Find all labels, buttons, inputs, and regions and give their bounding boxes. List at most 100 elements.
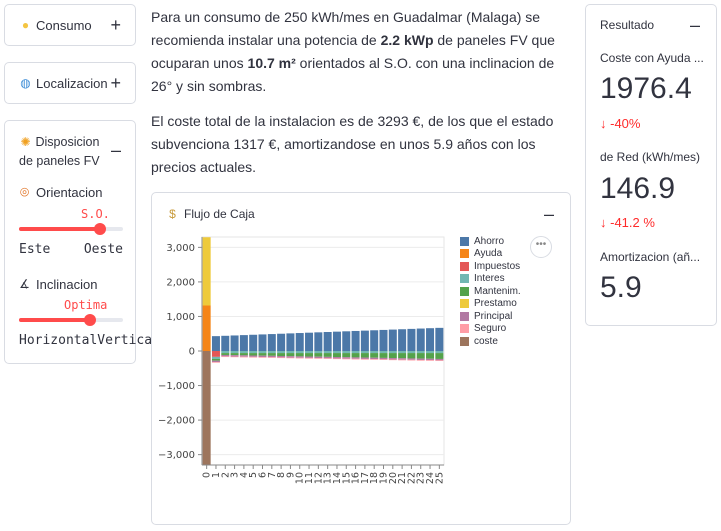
bar-segment-seguro	[416, 359, 425, 361]
inclinacion-slider[interactable]	[19, 314, 123, 326]
bar-segment-ahorro	[379, 329, 388, 351]
legend-swatch	[460, 286, 469, 296]
legend-label: Impuestos	[474, 260, 521, 272]
expand-icon[interactable]: +	[110, 73, 121, 93]
bar-segment-ayuda	[202, 305, 211, 351]
x-tick-label: 19	[379, 472, 390, 484]
bar-segment-seguro	[342, 358, 351, 360]
bar-segment-interes	[407, 351, 416, 354]
collapse-icon[interactable]: –	[543, 204, 554, 224]
y-tick-label: 2,000	[166, 277, 195, 288]
bar-segment-seguro	[221, 356, 230, 358]
bar-segment-interes	[249, 351, 258, 354]
bar-segment-seguro	[435, 360, 444, 362]
y-tick-label: −3,000	[158, 450, 195, 461]
cost-paragraph: El coste total de la instalacion es de 3…	[151, 113, 554, 175]
summary-text-a: Para un consumo de 250 kWh/mes en Guadal…	[151, 9, 541, 48]
bar-segment-interes	[267, 351, 276, 354]
orientacion-label-row: ◎ Orientacion	[18, 185, 103, 200]
x-tick-label: 2	[220, 472, 231, 478]
inclinacion-minmax: HorizontalVertical	[19, 333, 160, 348]
bar-segment-ahorro	[370, 330, 379, 351]
lightbulb-icon: ●	[21, 17, 30, 32]
bar-segment-seguro	[258, 357, 267, 358]
bar-segment-seguro	[314, 358, 323, 359]
x-tick-label: 1	[211, 472, 222, 478]
legend-item: coste	[460, 335, 521, 348]
bar-segment-mantenim	[388, 353, 397, 359]
orientacion-slider[interactable]	[19, 223, 123, 235]
bar-segment-seguro	[249, 356, 258, 358]
bar-segment-ahorro	[398, 329, 407, 351]
bar-segment-principal	[295, 356, 304, 358]
bar-segment-mantenim	[305, 353, 314, 357]
bar-segment-interes	[305, 351, 314, 354]
summary-text-c: orientados al S.O. con una inclinacion d…	[151, 55, 555, 94]
bar-segment-interes	[342, 351, 351, 354]
bar-segment-ahorro	[332, 331, 341, 351]
y-tick-label: 0	[189, 347, 195, 358]
y-tick-label: 3,000	[166, 243, 195, 254]
legend-label: Mantenim.	[474, 285, 521, 297]
disposicion-header[interactable]: ✺ Disposicion de paneles FV	[19, 133, 123, 171]
chart-legend: Ahorro Ayuda Impuestos Interes Mantenim. Pres…	[460, 235, 521, 348]
bar-segment-mantenim	[398, 353, 407, 359]
bar-segment-seguro	[277, 357, 286, 359]
x-tick-label: 23	[416, 472, 427, 484]
bar-segment-interes	[211, 356, 220, 359]
bar-segment-seguro	[332, 358, 341, 360]
bar-segment-seguro	[286, 357, 295, 359]
collapse-icon[interactable]: –	[689, 15, 700, 35]
x-tick-label: 13	[323, 472, 334, 484]
bar-segment-principal	[379, 357, 388, 360]
amort-value: 5.9	[600, 271, 642, 304]
bar-segment-principal	[370, 357, 379, 360]
localizacion-expander[interactable]: ◍ Localizacion +	[4, 62, 136, 104]
x-tick-label: 25	[434, 472, 445, 484]
bar-segment-seguro	[323, 358, 332, 359]
x-tick-label: 3	[230, 472, 241, 478]
legend-swatch	[460, 261, 469, 271]
money-bag-icon: $	[169, 206, 176, 221]
orientacion-slider-thumb[interactable]	[94, 223, 107, 235]
bar-segment-principal	[286, 356, 295, 358]
bar-segment-interes	[323, 351, 332, 354]
bar-segment-principal	[435, 358, 444, 361]
legend-label: Ahorro	[474, 235, 505, 247]
bar-segment-interes	[314, 351, 323, 354]
inclinacion-max: Vertical	[97, 333, 160, 348]
x-tick-label: 8	[276, 472, 287, 478]
inclinacion-slider-thumb[interactable]	[83, 314, 96, 326]
bar-segment-ahorro	[426, 328, 435, 351]
compass-icon: ◎	[19, 186, 30, 198]
bar-segment-ahorro	[249, 334, 258, 351]
coste-value: 1976.4	[600, 72, 692, 105]
bar-segment-principal	[416, 358, 425, 360]
bar-segment-ahorro	[407, 328, 416, 351]
bar-segment-mantenim	[295, 353, 304, 357]
bar-segment-ahorro	[323, 332, 332, 351]
chart-title: Flujo de Caja	[184, 207, 255, 221]
chart-menu-button[interactable]: •••	[530, 236, 552, 258]
bar-segment-interes	[351, 351, 360, 354]
x-tick-label: 5	[248, 472, 259, 478]
bar-segment-seguro	[426, 360, 435, 361]
consumo-expander[interactable]: ● Consumo +	[4, 4, 136, 46]
bar-segment-mantenim	[379, 353, 388, 358]
disposicion-expander: ✺ Disposicion de paneles FV – ◎ Orientac…	[4, 120, 160, 364]
bar-segment-interes	[230, 351, 239, 354]
orientacion-value: S.O.	[81, 207, 110, 221]
bar-segment-ahorro	[258, 334, 267, 351]
bar-segment-interes	[435, 351, 444, 354]
expand-icon[interactable]: +	[110, 15, 121, 35]
collapse-icon[interactable]: –	[110, 140, 121, 160]
coste-label: Coste con Ayuda ...	[600, 51, 704, 65]
bar-segment-coste	[202, 351, 211, 465]
bar-segment-mantenim	[249, 353, 258, 356]
bar-segment-mantenim	[267, 353, 276, 356]
amort-label: Amortizacion (añ...	[600, 250, 701, 264]
bar-segment-principal	[267, 355, 276, 358]
bar-segment-mantenim	[286, 353, 295, 357]
coste-delta-value: -40%	[610, 116, 641, 131]
bar-segment-principal	[221, 354, 230, 357]
